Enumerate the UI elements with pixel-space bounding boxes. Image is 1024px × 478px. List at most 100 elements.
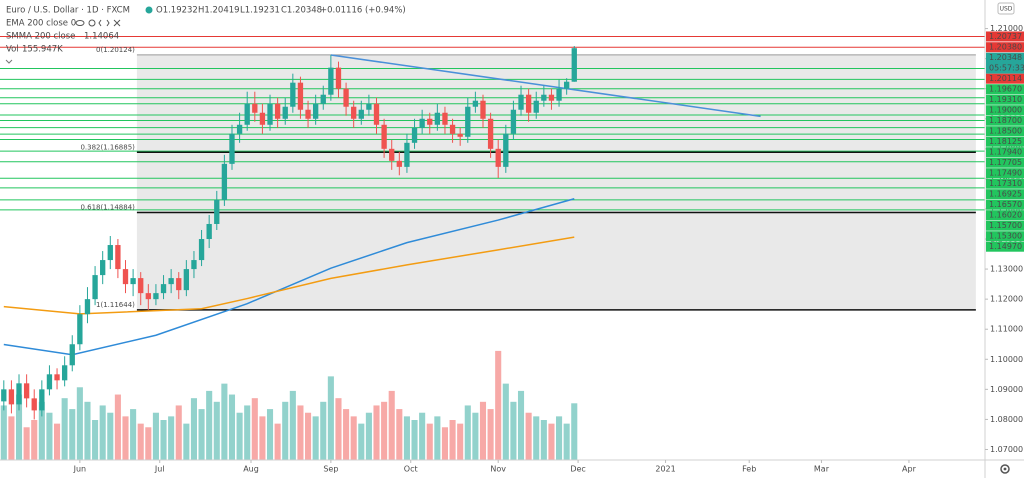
volume-bar [502,383,509,460]
volume-bar [282,401,289,460]
price-label-bg [986,199,1024,210]
volume-bar [244,405,251,460]
price-label: 1.14970 [989,242,1022,251]
volume-bar [160,420,167,460]
volume-bar [441,427,449,460]
countdown: 05:57:33 [989,64,1024,73]
indicator-icons[interactable] [75,19,121,27]
candle-body [373,103,380,125]
price-label: 1.18500 [989,127,1022,136]
candle-body [472,100,479,107]
volume-bar [419,412,426,460]
volume-bar [76,387,83,460]
candle-body [39,389,45,411]
candle-body [115,245,121,270]
volume-bar [228,394,236,460]
candle-body [16,383,22,405]
volume-bar [92,420,99,460]
volume-bar [327,376,334,460]
candle-body [198,239,205,261]
settings-icon[interactable] [1000,464,1010,474]
volume-bar [221,383,228,460]
candle-body [305,109,311,119]
volume-bar [107,412,114,460]
price-label-bg [986,94,1024,105]
volume-bar [320,401,327,460]
price-label: 1.19670 [989,85,1022,94]
volume-bar [183,423,190,460]
x-tick-label: Jun [73,465,87,474]
volume-bar [548,423,555,460]
volume-bar [358,423,365,460]
x-tick-label: Apr [902,465,917,474]
close-value: C1.20348 [281,6,322,16]
volume-bar [251,398,258,460]
x-tick-label: Nov [490,465,506,474]
candle-body [153,293,159,300]
candle-body [160,284,167,294]
candle-body [457,133,463,137]
volume-bar [175,405,182,460]
volume-bar [152,412,159,460]
candle-body [328,67,334,95]
trendline [330,54,761,118]
candle-body [487,118,494,149]
volume-bar [487,409,494,460]
candle-body [138,278,144,294]
y-tick-label: 1.07000 [990,445,1023,454]
price-label: 1.18125 [989,137,1022,146]
symbol-title: Euro / U.S. Dollar · 1D · FXCM [6,6,130,16]
x-tick-label: Feb [742,465,756,474]
candle-body [282,106,288,119]
currency: USD [1000,6,1013,13]
price-label: 1.15300 [989,232,1022,241]
volume-bar [365,412,372,460]
volume-bar [381,401,388,460]
volume-bar [571,403,578,460]
volume-bar [274,423,281,460]
volume-bar [84,401,91,460]
volume-bar [517,390,525,460]
candle-body [214,199,220,224]
price-label-bg [986,42,1024,53]
candle-body [176,278,182,291]
collapse-toggle[interactable] [5,59,13,64]
indicator-name[interactable]: SMMA 200 close [6,32,75,42]
volume-name[interactable]: Vol [6,45,19,55]
candle-body [411,127,418,143]
candle-body [221,163,228,200]
legend-header: Euro / U.S. Dollar · 1D · FXCM O1.19232 … [5,6,406,64]
moving-average [3,198,575,356]
volume-bar [335,398,342,460]
change-value: +0.01116 (+0.94%) [320,6,406,16]
price-label: 1.16020 [989,211,1022,220]
candle-body [442,112,448,125]
price-label: 1.16570 [989,200,1022,209]
candle-body [46,374,53,390]
indicator-value: 1.14064 [84,32,119,42]
volume-bar [69,409,76,460]
volume-bar [312,416,319,460]
candle-body [548,94,555,101]
candle-body [183,269,190,291]
volume-value: 155.947K [22,45,63,55]
indicator-name[interactable]: EMA 200 close 0 [6,19,76,29]
volume-bar [61,398,68,460]
candle-body [92,275,98,300]
volume-bar [206,390,213,460]
x-tick-label: Mar [814,465,830,474]
volume-bar [122,416,129,460]
volume-bar [0,405,7,460]
volume-bar [373,405,380,460]
fib-label: 0(1.20124) [96,46,135,54]
volume-bar [510,401,517,460]
volume-bar [388,390,395,460]
candle-body [465,106,471,137]
low-value: L1.19231 [240,6,280,16]
x-tick-label: Oct [404,465,418,474]
candle-body [61,365,68,381]
price-label: 1.18700 [989,116,1022,125]
volume-bar [15,394,23,460]
currency-box[interactable] [997,2,1015,15]
